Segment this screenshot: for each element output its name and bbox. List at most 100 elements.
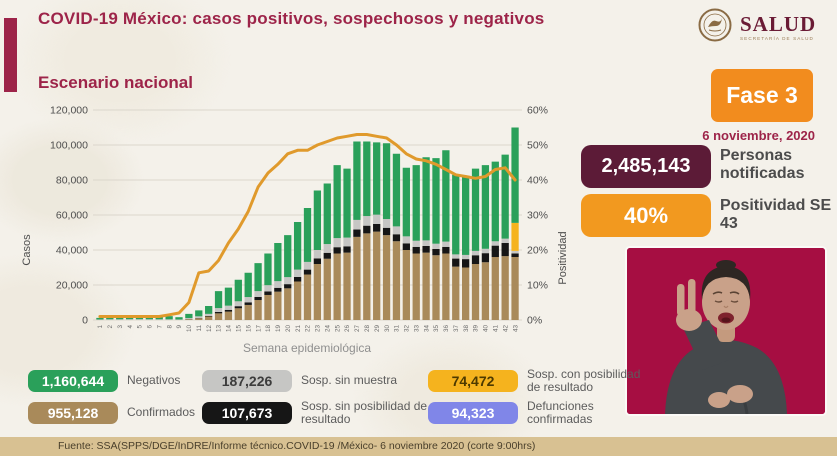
segment-confirmados [224,311,233,320]
stacked-bar-week-22 [303,208,312,320]
x-axis-tick: 31 [394,325,401,333]
segment-confirmados [205,316,213,320]
segment-sosp-sin-muestra [333,238,341,248]
segment-sosp-sin-muestra [392,226,401,235]
x-axis-tick: 42 [502,325,509,333]
segment-sosp-sin-muestra [353,219,361,230]
stacked-bar-week-33 [412,165,420,320]
segment-sosp-sin-muestra [125,319,134,320]
segment-negativos [284,235,292,278]
legend-item-defunciones-confirmadas: 94,323 Defunciones confirmadas [428,399,738,426]
stacked-bar-week-23 [313,190,322,320]
segment-negativos [382,143,391,220]
segment-confirmados [343,252,351,321]
segment-negativos [205,306,213,314]
positivity-value-badge: 40% [581,194,711,237]
legend-label-negativos: Negativos [127,373,181,388]
segment-sosp-con-posibilidad-de-resultado [511,222,519,251]
segment-sosp-sin-muestra [284,277,292,285]
segment-sosp-sin-posibilidad-de-resultado [313,258,322,264]
stacked-bar-week-9 [175,317,183,320]
stacked-bar-week-21 [293,222,302,320]
stacked-bar-week-11 [195,310,203,320]
segment-negativos [343,168,351,238]
chart-legend: 1,160,644 Negativos 187,226 Sosp. sin muest… [28,367,738,426]
x-axis-tick: 18 [265,325,272,333]
segment-negativos [402,167,410,237]
segment-negativos [323,183,331,245]
stacked-bar-week-10 [185,313,193,320]
segment-negativos [214,291,223,309]
stacked-bar-week-42 [501,154,509,321]
segment-confirmados [284,288,292,320]
segment-negativos [234,279,242,302]
segment-sosp-sin-muestra [363,216,371,226]
segment-confirmados [511,257,519,320]
segment-sosp-sin-posibilidad-de-resultado [392,234,401,242]
segment-sosp-sin-posibilidad-de-resultado [442,246,450,254]
stacked-bar-week-37 [452,174,460,321]
segment-sosp-sin-posibilidad-de-resultado [412,246,420,254]
segment-negativos [185,313,193,319]
stacked-bar-week-31 [392,153,401,320]
report-date: 6 noviembre, 2020 [702,128,815,143]
segment-confirmados [185,319,193,320]
y-axis-left-tick: 60,000 [56,210,88,222]
x-axis-tick: 10 [186,325,193,333]
segment-sosp-sin-posibilidad-de-resultado [234,306,242,309]
segment-sosp-sin-posibilidad-de-resultado [303,269,312,275]
legend-value-sosp-con-posibilidad-de-resultado: 74,472 [428,369,518,392]
stacked-bar-week-34 [422,157,430,321]
segment-sosp-sin-posibilidad-de-resultado [274,287,282,292]
footer-source: Fuente: SSA(SPPS/DGE/InDRE/Informe técni… [0,437,837,456]
segment-sosp-sin-posibilidad-de-resultado [284,284,292,289]
x-axis-tick: 12 [206,325,213,333]
segment-sosp-sin-muestra [264,285,272,292]
x-axis-tick: 39 [473,325,480,333]
x-axis-tick: 7 [156,325,163,329]
legend-label-sosp-sin-posibilidad-de-resultado: Sosp. sin posibilidad de resultado [301,398,428,426]
segment-sosp-sin-muestra [343,237,351,247]
segment-confirmados [382,235,391,321]
segment-sosp-sin-muestra [452,254,460,259]
y-axis-right-tick: 50% [527,140,548,152]
segment-sosp-sin-posibilidad-de-resultado [452,258,460,267]
segment-sosp-sin-muestra [422,240,430,246]
stacked-bar-week-36 [442,150,450,320]
segment-confirmados [363,233,371,321]
legend-label-confirmados: Confirmados [127,405,196,420]
segment-negativos [373,142,381,215]
segment-sosp-sin-posibilidad-de-resultado [323,252,331,259]
segment-sosp-sin-posibilidad-de-resultado [264,291,272,295]
segment-negativos [363,141,371,217]
segment-confirmados [195,318,203,320]
segment-sosp-sin-posibilidad-de-resultado [462,259,470,268]
segment-sosp-sin-muestra [274,281,282,288]
y-axis-right-tick: 30% [527,210,548,222]
y-axis-left-tick: 20,000 [56,280,88,292]
salud-logo: SALUD SECRETARÍA DE SALUD [697,7,816,48]
stacked-bar-week-1 [96,317,104,320]
x-axis-tick: 5 [137,325,144,329]
segment-sosp-sin-muestra [145,319,153,320]
segment-negativos [412,165,420,241]
segment-confirmados [501,256,509,321]
accent-bar [4,18,17,92]
segment-sosp-sin-muestra [303,261,312,270]
segment-negativos [392,153,401,227]
segment-sosp-sin-muestra [313,250,322,259]
segment-sosp-sin-posibilidad-de-resultado [353,229,361,237]
stacked-bar-week-28 [363,141,371,321]
segment-sosp-sin-muestra [155,319,163,320]
x-axis-tick: 13 [216,325,223,333]
stacked-bar-week-32 [402,167,410,320]
y-axis-right-tick: 60% [527,105,548,117]
x-axis-tick: 37 [453,325,460,333]
legend-item-sosp-sin-posibilidad-de-resultado: 107,673 Sosp. sin posibilidad de resultad… [202,399,428,426]
legend-label-defunciones-confirmadas: Defunciones confirmadas [527,398,594,426]
section-title: Escenario nacional [38,73,193,92]
epidemic-week-chart: 0 0% 20,000 10% 40,000 20% 60,000 30% 80,000 40% 1… [21,105,569,356]
segment-sosp-sin-muestra [185,318,193,320]
y-axis-left-tick: 40,000 [56,245,88,257]
y-axis-left-tick: 120,000 [50,105,88,117]
